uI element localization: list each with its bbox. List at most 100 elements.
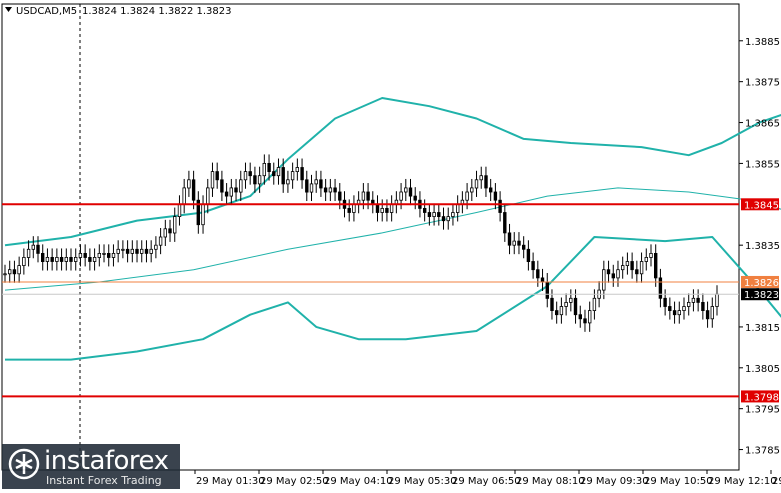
y-tick-label: 1.3885 bbox=[745, 37, 780, 48]
candle-body bbox=[531, 261, 535, 271]
candle-body bbox=[281, 167, 285, 185]
candle-body bbox=[12, 269, 17, 275]
logo-tagline-text: Instant Forex Trading bbox=[46, 474, 162, 487]
candle-body bbox=[144, 248, 149, 254]
candle-body bbox=[309, 183, 314, 193]
candle-body bbox=[22, 256, 26, 266]
current-price-tag-box bbox=[741, 288, 779, 301]
candle-body bbox=[17, 265, 21, 275]
instaforex-logo: instaforex Instant Forex Trading bbox=[2, 444, 180, 489]
candle-body bbox=[361, 191, 366, 201]
moving-average-line bbox=[4, 187, 781, 291]
candle-body bbox=[286, 179, 290, 185]
candle-body bbox=[422, 207, 427, 213]
level-price-tag-text: 1.3826 bbox=[744, 278, 779, 289]
candle-body bbox=[26, 248, 31, 258]
plot-frame bbox=[1, 3, 740, 471]
candle-body bbox=[168, 228, 172, 234]
logo-brand-text: instaforex bbox=[44, 446, 169, 476]
candle-body bbox=[36, 244, 40, 254]
candle-body bbox=[163, 228, 167, 238]
candle-body bbox=[446, 216, 450, 222]
candle-body bbox=[257, 175, 262, 185]
candle-body bbox=[323, 187, 328, 193]
candle-body bbox=[644, 256, 648, 262]
candle-body bbox=[616, 269, 620, 279]
candle-body bbox=[130, 248, 134, 254]
x-tick-label: 29 May 05:30 bbox=[388, 476, 457, 487]
candle-body bbox=[441, 216, 446, 222]
level-price-tag-box bbox=[741, 390, 779, 403]
dropdown-triangle-icon[interactable] bbox=[5, 7, 12, 12]
x-tick-label: 29 May 08:10 bbox=[516, 476, 585, 487]
candle-body bbox=[97, 252, 101, 258]
y-tick-label: 1.3875 bbox=[745, 78, 780, 89]
candle-body bbox=[408, 187, 413, 197]
candle-body bbox=[672, 310, 677, 316]
candle-body bbox=[305, 179, 309, 193]
candle-body bbox=[210, 171, 215, 189]
candle-body bbox=[177, 203, 182, 218]
candle-body bbox=[470, 187, 474, 193]
candle-body bbox=[121, 248, 125, 251]
candle-body bbox=[701, 301, 705, 311]
candle-body bbox=[196, 199, 200, 226]
x-tick-label: 29 May 01:30 bbox=[196, 476, 265, 487]
candle-body bbox=[413, 195, 417, 201]
candle-body bbox=[69, 256, 73, 262]
candle-body bbox=[677, 310, 681, 316]
candle-body bbox=[550, 297, 554, 311]
logo-mark-icon bbox=[8, 448, 40, 480]
candle-body bbox=[201, 203, 205, 226]
candle-body bbox=[437, 212, 441, 217]
level-price-tag: 1.3798 bbox=[741, 390, 779, 403]
candle-body bbox=[154, 244, 158, 250]
candle-body bbox=[691, 297, 696, 303]
candle-body bbox=[295, 167, 299, 172]
y-tick-label: 1.3855 bbox=[745, 159, 780, 170]
candle-body bbox=[488, 187, 493, 193]
candle-body bbox=[380, 207, 384, 213]
x-tick-label: 29 May 02:50 bbox=[260, 476, 329, 487]
candle-body bbox=[583, 318, 587, 324]
candle-body bbox=[191, 179, 196, 201]
candle-body bbox=[522, 244, 526, 250]
candle-body bbox=[687, 301, 691, 307]
candle-body bbox=[385, 207, 389, 213]
candle-body bbox=[276, 167, 281, 177]
candle-body bbox=[375, 203, 380, 213]
x-tick-label: 29 May 13:30 bbox=[772, 476, 781, 487]
candle-body bbox=[262, 162, 266, 177]
candle-body bbox=[503, 212, 507, 234]
candle-body bbox=[427, 212, 432, 217]
candle-body bbox=[55, 256, 59, 262]
level-price-tag-box bbox=[741, 275, 779, 288]
candle-body bbox=[290, 171, 295, 181]
y-tick-label: 1.3795 bbox=[745, 405, 780, 416]
candle-body bbox=[229, 187, 233, 197]
candle-body bbox=[64, 256, 68, 262]
candle-body bbox=[88, 256, 92, 262]
y-tick-label: 1.3815 bbox=[745, 323, 780, 334]
candle-body bbox=[569, 297, 573, 303]
candle-body bbox=[272, 171, 276, 177]
candle-body bbox=[366, 191, 370, 201]
candle-body bbox=[710, 306, 714, 320]
candle-body bbox=[663, 297, 667, 307]
candle-body bbox=[536, 269, 540, 279]
candle-body bbox=[111, 252, 116, 258]
candle-body bbox=[78, 252, 83, 258]
candle-body bbox=[248, 171, 252, 177]
candle-body bbox=[59, 256, 64, 262]
candle-body bbox=[451, 212, 455, 217]
candle-body bbox=[545, 281, 549, 299]
level-price-tag: 1.3826 bbox=[741, 275, 779, 289]
candle-body bbox=[696, 297, 700, 303]
candle-body bbox=[507, 232, 512, 246]
candle-body bbox=[215, 171, 219, 181]
current-price-tag: 1.3823 bbox=[741, 288, 779, 301]
candle-body bbox=[455, 203, 460, 213]
candle-body bbox=[474, 179, 479, 189]
